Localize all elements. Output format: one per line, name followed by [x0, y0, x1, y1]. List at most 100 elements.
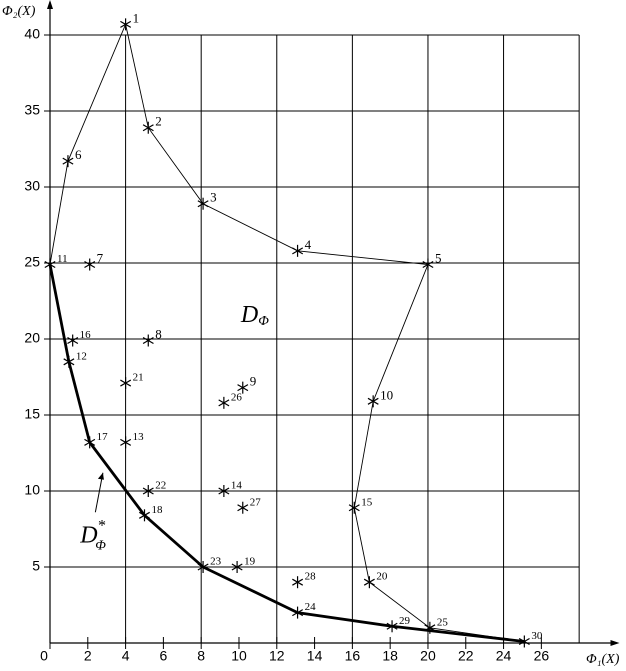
- point-label: 17: [97, 431, 109, 443]
- point: [237, 381, 249, 394]
- x-tick-label: 10: [231, 648, 247, 664]
- x-tick-label: 2: [84, 648, 92, 664]
- asterisk-stroke: [63, 358, 75, 366]
- asterisk-stroke: [44, 261, 56, 269]
- point: [142, 485, 154, 497]
- point: [424, 621, 436, 634]
- annotation-main: D: [79, 522, 97, 548]
- asterisk-stroke: [237, 504, 249, 512]
- point-label: 23: [210, 556, 222, 568]
- point-label: 6: [75, 147, 82, 162]
- point: [197, 197, 209, 210]
- y-tick-label: 5: [32, 558, 40, 574]
- asterisk-stroke: [142, 124, 154, 132]
- point: [67, 334, 79, 347]
- y-axis-arrow: [47, 0, 53, 9]
- asterisk-stroke: [197, 200, 209, 208]
- point: [367, 395, 379, 408]
- point-label: 20: [376, 571, 388, 583]
- annotation-main: D: [240, 302, 258, 328]
- asterisk-stroke: [386, 622, 398, 630]
- point: [292, 244, 304, 257]
- point-label: 19: [244, 556, 256, 568]
- asterisk-stroke: [424, 624, 436, 632]
- asterisk-stroke: [120, 20, 132, 28]
- point-label: 30: [531, 630, 543, 642]
- point: [120, 377, 132, 390]
- annotation: DΦ: [240, 302, 269, 330]
- asterisk-stroke: [422, 261, 434, 269]
- asterisk-stroke: [142, 487, 154, 495]
- point: [197, 561, 209, 573]
- x-tick-label: 16: [345, 648, 361, 664]
- point: [348, 501, 360, 514]
- point: [363, 576, 375, 589]
- point-label: 18: [151, 504, 163, 516]
- asterisk-stroke: [231, 563, 243, 571]
- point: [138, 509, 150, 522]
- asterisk-stroke: [62, 157, 74, 165]
- asterisk-stroke: [292, 609, 304, 617]
- x-tick-label: 18: [382, 648, 398, 664]
- point-label: 24: [305, 601, 317, 613]
- asterisk-stroke: [367, 397, 379, 405]
- point-label: 12: [76, 350, 87, 362]
- point-label: 11: [57, 253, 68, 265]
- point: [142, 121, 154, 134]
- point-label: 29: [399, 615, 411, 627]
- y-tick-label: 35: [24, 102, 40, 118]
- point: [44, 258, 56, 271]
- y-axis-label: Φ₂(X): [2, 4, 36, 19]
- point: [84, 436, 96, 449]
- point: [120, 18, 132, 31]
- x-tick-label: 0: [40, 648, 48, 664]
- point: [422, 258, 434, 271]
- pareto-front: [48, 264, 525, 643]
- point: [63, 355, 75, 368]
- point: [84, 258, 96, 271]
- point: [386, 620, 398, 633]
- point-label: 8: [155, 327, 162, 342]
- asterisk-stroke: [84, 438, 96, 446]
- point: [518, 635, 530, 648]
- annotation: D* Φ: [79, 517, 106, 554]
- asterisk-stroke: [237, 384, 249, 392]
- asterisk-stroke: [84, 261, 96, 269]
- annotation-sub: Φ: [95, 539, 106, 554]
- x-axis-arrow: [610, 640, 620, 646]
- point-label: 3: [210, 190, 217, 205]
- point-label: 22: [155, 480, 166, 492]
- point-label: 14: [231, 480, 243, 492]
- y-tick-label: 20: [24, 330, 40, 346]
- asterisk-stroke: [292, 247, 304, 255]
- point-label: 5: [435, 251, 442, 266]
- point-label: 9: [250, 374, 256, 389]
- x-tick-label: 6: [159, 648, 167, 664]
- point: [237, 501, 249, 514]
- point-label: 13: [133, 431, 145, 443]
- asterisk-stroke: [292, 578, 304, 586]
- x-tick-label: 4: [122, 648, 130, 664]
- asterisk-stroke: [348, 504, 360, 512]
- x-tick-label: 26: [534, 648, 550, 664]
- point-label: 27: [250, 496, 261, 508]
- x-tick-label: 20: [420, 648, 436, 664]
- point-label: 16: [80, 329, 92, 341]
- point: [218, 396, 230, 409]
- annotation-sub: Φ: [258, 314, 269, 329]
- asterisk-stroke: [363, 578, 375, 586]
- point-label: 21: [133, 372, 144, 384]
- x-tick-label: 24: [496, 648, 512, 664]
- x-axis-label: Φ₁(X): [586, 652, 620, 667]
- y-tick-label: 30: [24, 178, 40, 194]
- annotation-sup: *: [97, 517, 105, 534]
- y-tick-label: 15: [24, 406, 40, 422]
- point-label: 2: [155, 114, 162, 129]
- y-tick-label: 10: [24, 482, 40, 498]
- point-label: 10: [380, 387, 393, 402]
- point-label: 28: [305, 571, 317, 583]
- asterisk-stroke: [120, 379, 132, 387]
- point: [292, 606, 304, 619]
- asterisk-stroke: [67, 337, 79, 345]
